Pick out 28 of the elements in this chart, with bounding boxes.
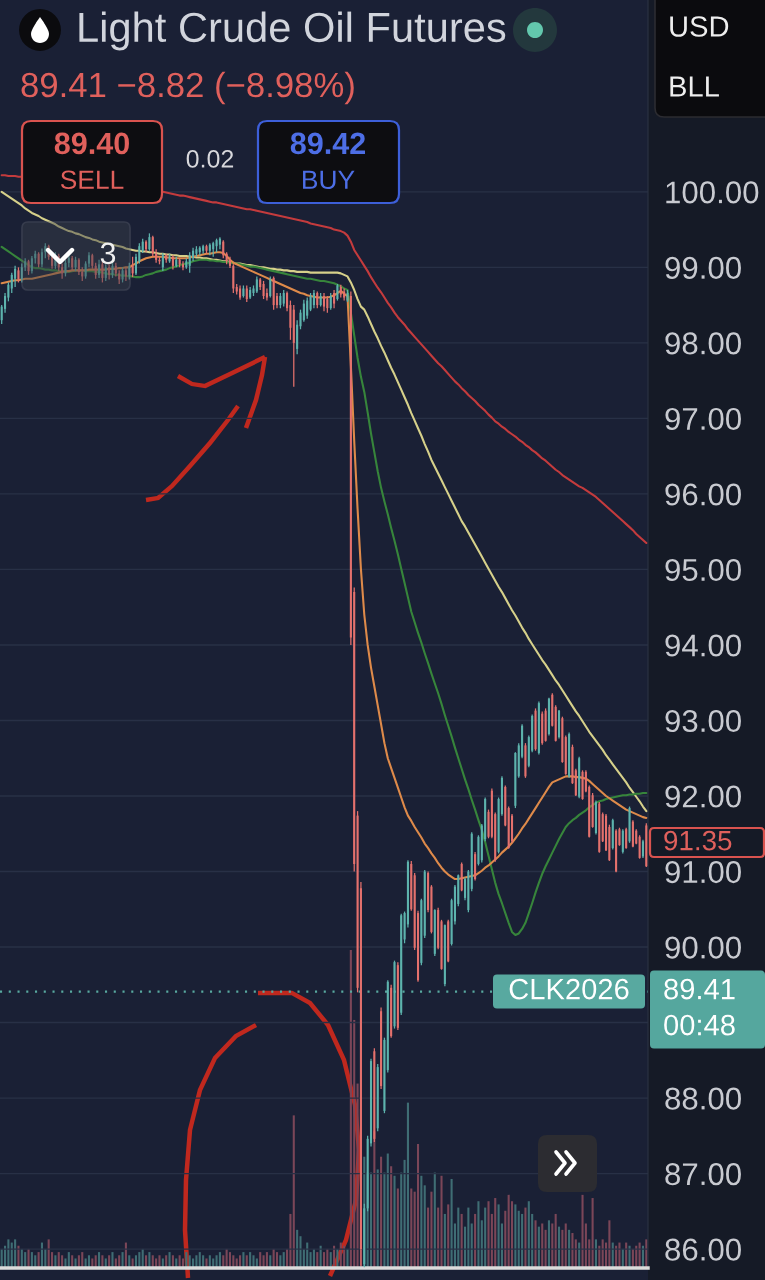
y-tick-label: 97.00 — [665, 407, 741, 431]
y-tick-label: 91.00 — [665, 861, 741, 884]
y-tick-label: 93.00 — [665, 709, 741, 733]
y-tick-label: 92.00 — [665, 785, 741, 808]
annotation: 3 — [100, 242, 116, 265]
text: BLL — [670, 76, 719, 97]
text: 89.41 −8.82 (−8.98%) — [21, 71, 354, 105]
text: 89.41 — [664, 978, 735, 1000]
annotation: 0.02 — [186, 150, 234, 168]
annotation: 89.40 — [54, 132, 129, 155]
text: USD — [670, 16, 729, 37]
annotation: BUY — [303, 170, 355, 190]
annotation: 89.42 — [290, 132, 366, 155]
ref-line-label: CLK2026 — [509, 978, 629, 1000]
y-tick-label: 86.00 — [665, 1238, 741, 1261]
chart-title: Light Crude Oil Futures — [79, 11, 506, 51]
y-tick-label: 95.00 — [665, 558, 741, 582]
annotation: SELL — [60, 170, 124, 190]
y-tick-label: 96.00 — [665, 483, 741, 506]
y-tick-label: 100.00 — [666, 181, 759, 204]
y-tick-label: 90.00 — [665, 936, 741, 959]
text: 91.35 — [664, 830, 732, 851]
y-tick-label: 88.00 — [665, 1087, 741, 1110]
text: 00:48 — [664, 1014, 735, 1036]
y-tick-label: 87.00 — [665, 1163, 741, 1186]
y-tick-label: 94.00 — [665, 634, 741, 657]
y-tick-label: 99.00 — [665, 256, 741, 279]
y-tick-label: 98.00 — [665, 332, 741, 355]
